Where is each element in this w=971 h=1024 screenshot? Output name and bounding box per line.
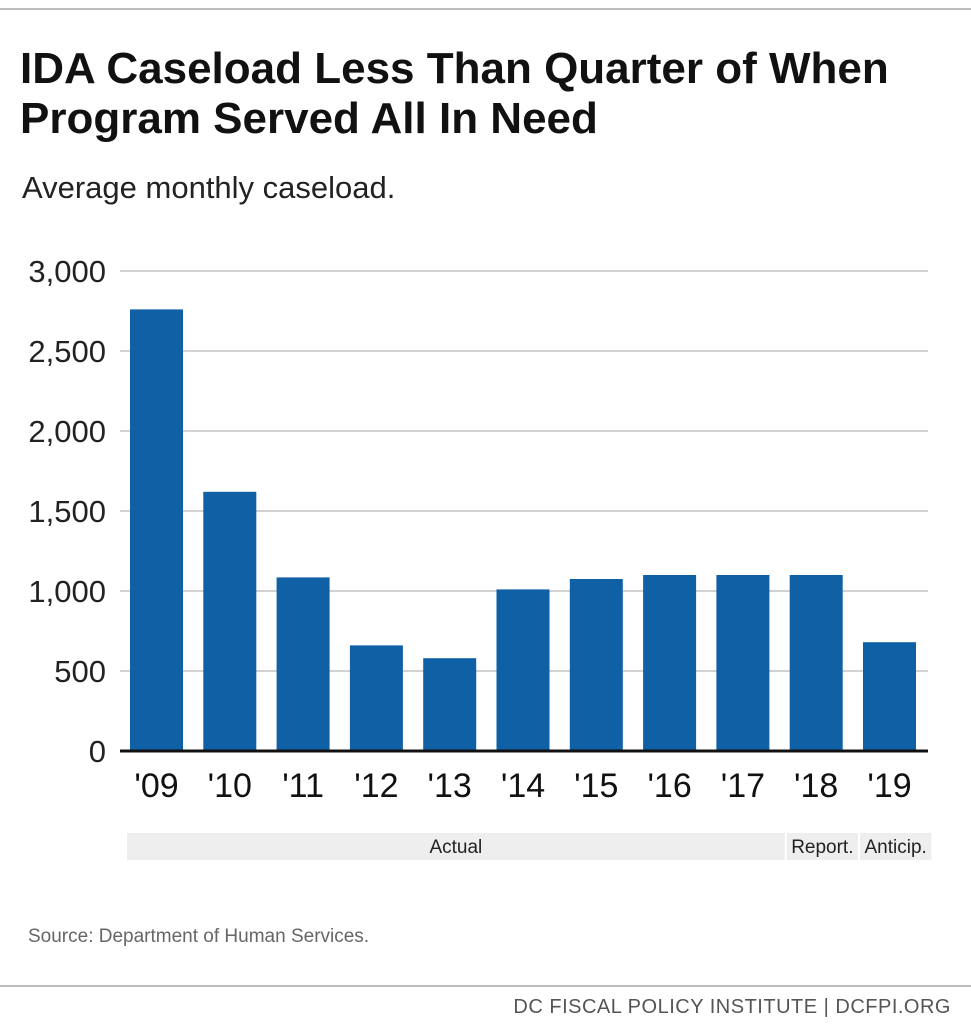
bar-4 xyxy=(423,658,477,751)
y-tick-label: 2,000 xyxy=(28,414,106,449)
chart-subtitle: Average monthly caseload. xyxy=(22,170,396,205)
bar-5 xyxy=(496,589,550,751)
y-tick-label: 1,500 xyxy=(28,494,106,529)
y-tick-label: 500 xyxy=(54,654,106,689)
x-tick-label: '13 xyxy=(428,767,472,805)
x-tick-label: '17 xyxy=(721,767,765,805)
period-band-2 xyxy=(860,833,932,860)
period-band-1 xyxy=(786,833,858,860)
x-tick-label: '19 xyxy=(867,767,911,805)
bottom-rule xyxy=(0,985,971,987)
bar-9 xyxy=(789,575,843,751)
bar-0 xyxy=(130,309,183,751)
x-tick-label: '15 xyxy=(574,767,618,805)
bar-7 xyxy=(643,575,697,751)
x-tick-label: '09 xyxy=(134,767,178,805)
bar-1 xyxy=(203,491,257,751)
bar-6 xyxy=(569,579,623,751)
y-tick-label: 2,500 xyxy=(28,334,106,369)
chart-title: IDA Caseload Less Than Quarter of When P… xyxy=(20,44,889,143)
bar-10 xyxy=(863,642,916,751)
top-rule xyxy=(0,8,971,10)
x-tick-label: '11 xyxy=(282,767,324,805)
source-note: Source: Department of Human Services. xyxy=(28,926,370,947)
bar-chart: 0 500 1,000 1,500 2,000 2,500 3,000 '09 '10 '11 '1… xyxy=(28,254,932,860)
period-band-label: Anticip. xyxy=(864,837,926,858)
period-band-label: Actual xyxy=(429,837,482,858)
x-tick-label: '18 xyxy=(794,767,838,805)
x-tick-label: '10 xyxy=(208,767,252,805)
y-tick-label: 1,000 xyxy=(28,574,106,609)
bar-2 xyxy=(276,577,330,751)
x-tick-label: '16 xyxy=(647,767,691,805)
period-band-0 xyxy=(127,833,785,860)
y-tick-label: 3,000 xyxy=(28,254,106,289)
y-tick-label: 0 xyxy=(89,734,106,769)
period-band-label: Report. xyxy=(791,837,853,858)
footer-credit: DC FISCAL POLICY INSTITUTE | DCFPI.ORG xyxy=(513,996,951,1018)
x-tick-label: '12 xyxy=(354,767,398,805)
x-tick-label: '14 xyxy=(501,767,545,805)
bar-3 xyxy=(349,645,403,751)
bar-8 xyxy=(716,575,770,751)
